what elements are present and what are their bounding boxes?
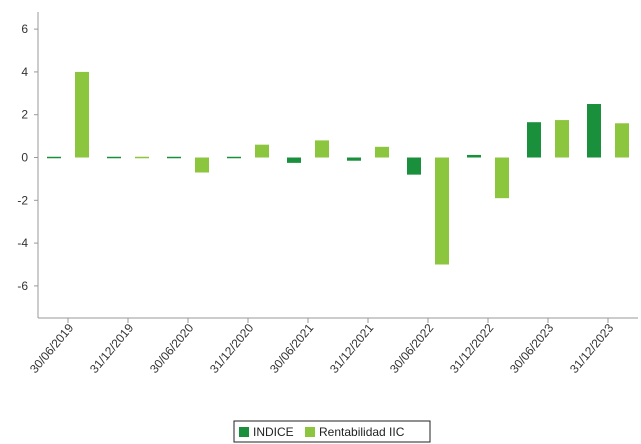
y-tick-label: 2 bbox=[21, 108, 28, 122]
legend-swatch-rentabilidad bbox=[305, 427, 315, 437]
x-tick-label: 30/06/2022 bbox=[387, 321, 437, 376]
bar-indice-9 bbox=[587, 104, 601, 158]
bar-indice-6 bbox=[407, 157, 421, 175]
x-tick-label: 30/06/2021 bbox=[267, 321, 317, 376]
bar-rentabilidad-4 bbox=[315, 140, 329, 158]
bar-rentabilidad-8 bbox=[555, 120, 569, 158]
x-tick-label: 30/06/2023 bbox=[507, 321, 557, 376]
bar-indice-0 bbox=[47, 156, 61, 159]
x-tick-label: 31/12/2020 bbox=[207, 321, 257, 376]
x-tick-label: 31/12/2021 bbox=[327, 321, 377, 376]
y-tick-label: 6 bbox=[21, 22, 28, 36]
y-tick-label: 0 bbox=[21, 151, 28, 165]
bar-rentabilidad-5 bbox=[375, 146, 389, 158]
bar-indice-8 bbox=[527, 122, 541, 158]
bar-indice-5 bbox=[347, 157, 361, 161]
x-tick-label: 30/06/2019 bbox=[27, 321, 77, 376]
axes bbox=[37, 12, 638, 319]
legend-label-indice: INDICE bbox=[253, 425, 294, 439]
bar-rentabilidad-3 bbox=[255, 144, 269, 158]
x-tick-labels: 30/06/2019 31/12/2019 30/06/2020 31/12/2020… bbox=[27, 318, 617, 376]
legend-swatch-indice bbox=[239, 427, 249, 437]
y-tick-label: -2 bbox=[17, 193, 28, 207]
legend: INDICE Rentabilidad IIC bbox=[233, 420, 431, 443]
x-tick-label: 31/12/2022 bbox=[447, 321, 497, 376]
x-tick-label: 31/12/2023 bbox=[567, 321, 617, 376]
bar-indice-7 bbox=[467, 154, 481, 158]
bar-indice-4 bbox=[287, 157, 301, 163]
bar-rentabilidad-9 bbox=[615, 123, 629, 158]
bar-rentabilidad-7 bbox=[495, 157, 509, 199]
bar-rentabilidad-6 bbox=[435, 157, 449, 265]
legend-frame bbox=[233, 420, 431, 443]
y-tick-label: 4 bbox=[21, 65, 28, 79]
bar-rentabilidad-2 bbox=[195, 157, 209, 173]
bars bbox=[47, 71, 629, 265]
x-tick-label: 30/06/2020 bbox=[147, 321, 197, 376]
bar-indice-3 bbox=[227, 156, 241, 159]
y-tick-labels: 6 4 2 0 -2 -4 -6 bbox=[17, 22, 38, 293]
x-tick-label: 31/12/2019 bbox=[87, 321, 137, 376]
bar-indice-2 bbox=[167, 156, 181, 159]
legend-label-rentabilidad: Rentabilidad IIC bbox=[319, 425, 405, 439]
bar-rentabilidad-1 bbox=[135, 156, 149, 159]
y-tick-label: -4 bbox=[17, 236, 28, 250]
y-tick-label: -6 bbox=[17, 279, 28, 293]
bar-indice-1 bbox=[107, 156, 121, 159]
bar-rentabilidad-0 bbox=[75, 71, 89, 158]
